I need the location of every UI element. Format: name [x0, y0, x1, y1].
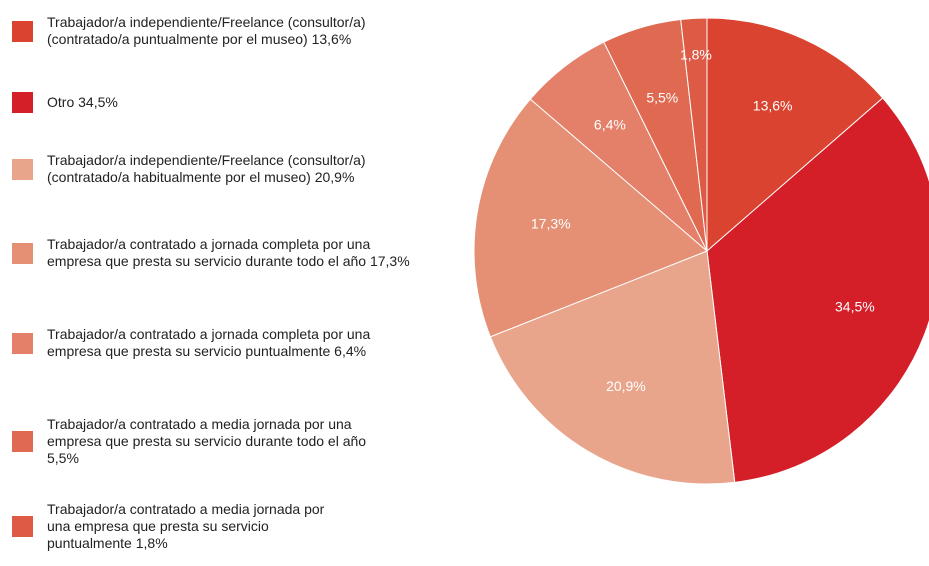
legend-item: Otro 34,5% — [12, 92, 347, 113]
legend-item: Trabajador/a contratado a jornada comple… — [12, 326, 387, 360]
legend-swatch — [12, 431, 33, 452]
legend-item: Trabajador/a contratado a media jornada … — [12, 501, 347, 552]
legend-label: Trabajador/a independiente/Freelance (co… — [47, 152, 366, 185]
legend-item: Trabajador/a contratado a jornada comple… — [12, 236, 417, 270]
legend-label: Trabajador/a contratado a media jornada … — [47, 416, 367, 466]
data-label: 5,5% — [646, 90, 678, 106]
legend-swatch — [12, 516, 33, 537]
legend-swatch — [12, 20, 33, 42]
data-label: 6,4% — [594, 117, 626, 133]
legend-label: Trabajador/a contratado a jornada comple… — [47, 326, 371, 359]
legend-swatch — [12, 158, 33, 180]
data-label: 1,8% — [680, 46, 712, 62]
legend-item: Trabajador/a independiente/Freelance (co… — [12, 14, 447, 48]
pie-slice — [680, 17, 708, 252]
legend-label: Trabajador/a contratado a jornada comple… — [47, 236, 410, 269]
data-label: 17,3% — [531, 215, 571, 231]
legend-item: Trabajador/a independiente/Freelance (co… — [12, 152, 377, 186]
legend-label: Otro 34,5% — [47, 94, 118, 110]
legend-swatch — [12, 332, 33, 354]
legend-swatch — [12, 92, 33, 113]
data-label: 20,9% — [606, 378, 646, 394]
data-label: 34,5% — [835, 299, 875, 315]
pie-slice — [706, 17, 884, 253]
legend-item: Trabajador/a contratado a media jornada … — [12, 416, 387, 467]
legend-label: Trabajador/a independiente/Freelance (co… — [47, 14, 366, 47]
legend-label: Trabajador/a contratado a media jornada … — [47, 501, 325, 551]
legend-swatch — [12, 242, 33, 264]
data-label: 13,6% — [753, 98, 793, 114]
pie-slice — [706, 97, 929, 483]
pie-slice — [473, 98, 708, 338]
pie-slice — [489, 250, 736, 485]
